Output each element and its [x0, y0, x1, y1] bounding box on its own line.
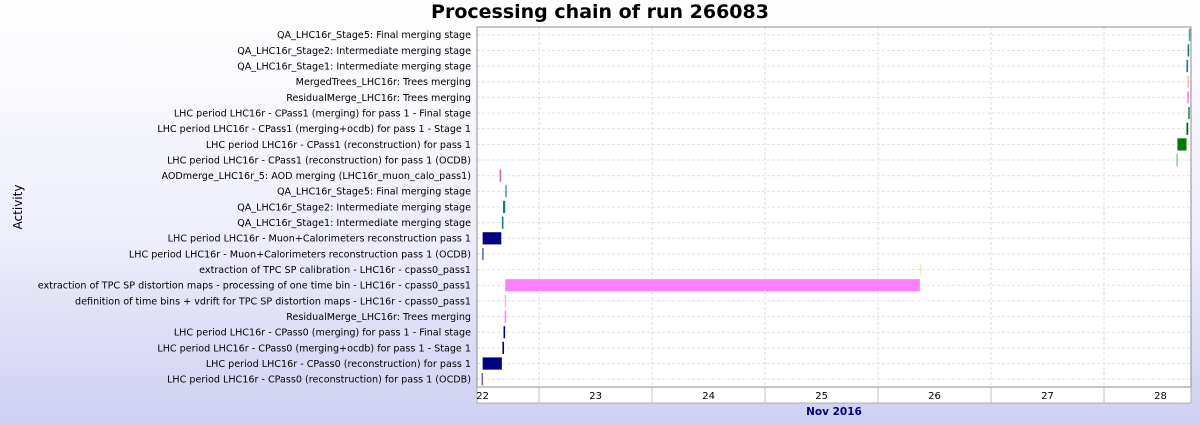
activity-label: LHC period LHC16r - CPass0 (reconstructi…: [206, 359, 471, 370]
activity-bar: [481, 373, 484, 386]
activity-bar: [505, 185, 507, 198]
activity-label: QA_LHC16r_Stage2: Intermediate merging s…: [237, 202, 471, 213]
activity-bar: [1187, 44, 1190, 57]
x-tick-label: 23: [589, 391, 602, 402]
activity-bar: [919, 263, 922, 276]
activity-label: definition of time bins + vdrift for TPC…: [75, 296, 471, 307]
plot-border: [476, 26, 1192, 388]
activity-bar: [503, 326, 506, 339]
activity-label: extraction of TPC SP calibration - LHC16…: [199, 265, 471, 276]
x-axis-title: Nov 2016: [806, 406, 862, 418]
activity-label: QA_LHC16r_Stage1: Intermediate merging s…: [237, 218, 471, 229]
activity-bar: [504, 310, 507, 323]
activity-bar: [505, 279, 920, 292]
activity-label: extraction of TPC SP distortion maps - p…: [38, 281, 471, 292]
activity-bar: [1188, 106, 1190, 120]
activity-bar: [1187, 91, 1189, 104]
activity-label: QA_LHC16r_Stage2: Intermediate merging s…: [237, 46, 471, 57]
activity-bar: [502, 341, 505, 354]
activity-label: MergedTrees_LHC16r: Trees merging: [296, 77, 471, 88]
activity-label: QA_LHC16r_Stage1: Intermediate merging s…: [237, 62, 471, 73]
activity-label: ResidualMerge_LHC16r: Trees merging: [286, 312, 471, 323]
y-axis-title: Activity: [11, 185, 25, 230]
activity-bar: [502, 200, 506, 214]
x-tick-label: 28: [1154, 391, 1167, 402]
activity-label: LHC period LHC16r - CPass1 (merging) for…: [174, 108, 471, 119]
activity-bar: [482, 357, 502, 370]
activity-bar: [499, 169, 502, 182]
chart-title: Processing chain of run 266083: [431, 1, 769, 23]
activity-label: QA_LHC16r_Stage5: Final merging stage: [277, 187, 471, 198]
activity-label: LHC period LHC16r - Muon+Calorimeters re…: [129, 249, 471, 260]
activity-bar: [1187, 75, 1189, 88]
activity-bar: [1186, 60, 1189, 73]
x-tick-label: 26: [928, 391, 941, 402]
activity-bar: [501, 216, 504, 229]
activity-label: LHC period LHC16r - CPass1 (merging+ocdb…: [157, 124, 471, 135]
activity-bar: [1188, 28, 1191, 41]
activity-bar: [482, 232, 502, 245]
activity-bar: [482, 247, 484, 261]
activity-label: LHC period LHC16r - CPass0 (reconstructi…: [167, 375, 471, 386]
activity-bar: [1176, 153, 1178, 167]
x-tick-label: 25: [815, 391, 828, 402]
activity-label: LHC period LHC16r - CPass0 (merging+ocdb…: [157, 343, 471, 354]
activity-bar: [1177, 138, 1187, 151]
x-tick-label: 22: [476, 391, 489, 402]
x-tick-label: 24: [702, 391, 715, 402]
activity-label: LHC period LHC16r - CPass0 (merging) for…: [174, 328, 471, 339]
activity-label: LHC period LHC16r - CPass1 (reconstructi…: [167, 155, 471, 166]
activity-label: LHC period LHC16r - CPass1 (reconstructi…: [206, 140, 471, 151]
activity-label: LHC period LHC16r - Muon+Calorimeters re…: [168, 234, 471, 245]
activity-label: ResidualMerge_LHC16r: Trees merging: [286, 93, 471, 104]
activity-bar: [1186, 122, 1189, 135]
x-axis-band: [476, 386, 1192, 404]
activity-bar: [504, 294, 507, 308]
activity-label: QA_LHC16r_Stage5: Final merging stage: [277, 30, 471, 41]
activity-label: AODmerge_LHC16r_5: AOD merging (LHC16r_m…: [161, 171, 471, 182]
x-tick-label: 27: [1041, 391, 1054, 402]
